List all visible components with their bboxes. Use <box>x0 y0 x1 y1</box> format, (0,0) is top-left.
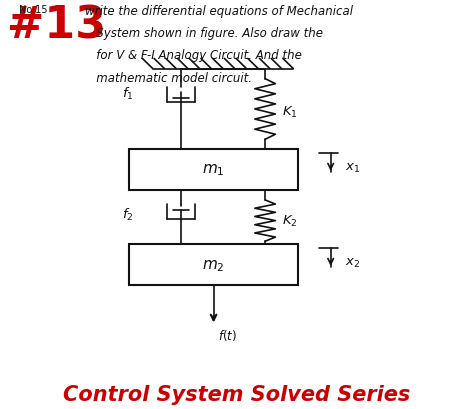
Text: $f(t)$: $f(t)$ <box>218 328 237 342</box>
Text: $f_1$: $f_1$ <box>122 85 134 101</box>
Text: System shown in figure. Also draw the: System shown in figure. Also draw the <box>85 27 323 40</box>
Text: $K_1$: $K_1$ <box>282 104 297 119</box>
Text: $x_2$: $x_2$ <box>345 256 360 270</box>
Text: No.15: No.15 <box>19 5 48 15</box>
Bar <box>129 150 298 190</box>
Text: $m_1$: $m_1$ <box>202 162 225 178</box>
Text: mathematic model circuit.: mathematic model circuit. <box>85 71 252 84</box>
Text: $f_2$: $f_2$ <box>122 207 134 222</box>
Text: $m_2$: $m_2$ <box>202 257 225 273</box>
Text: Control System Solved Series: Control System Solved Series <box>64 384 410 404</box>
Text: #13: #13 <box>8 5 107 48</box>
Text: $x_1$: $x_1$ <box>345 162 360 175</box>
Text: write the differential equations of Mechanical: write the differential equations of Mech… <box>85 5 353 18</box>
Text: $K_2$: $K_2$ <box>282 213 297 228</box>
Bar <box>129 245 298 285</box>
Text: for V & F-I Analogy Circuit. And the: for V & F-I Analogy Circuit. And the <box>85 49 301 62</box>
